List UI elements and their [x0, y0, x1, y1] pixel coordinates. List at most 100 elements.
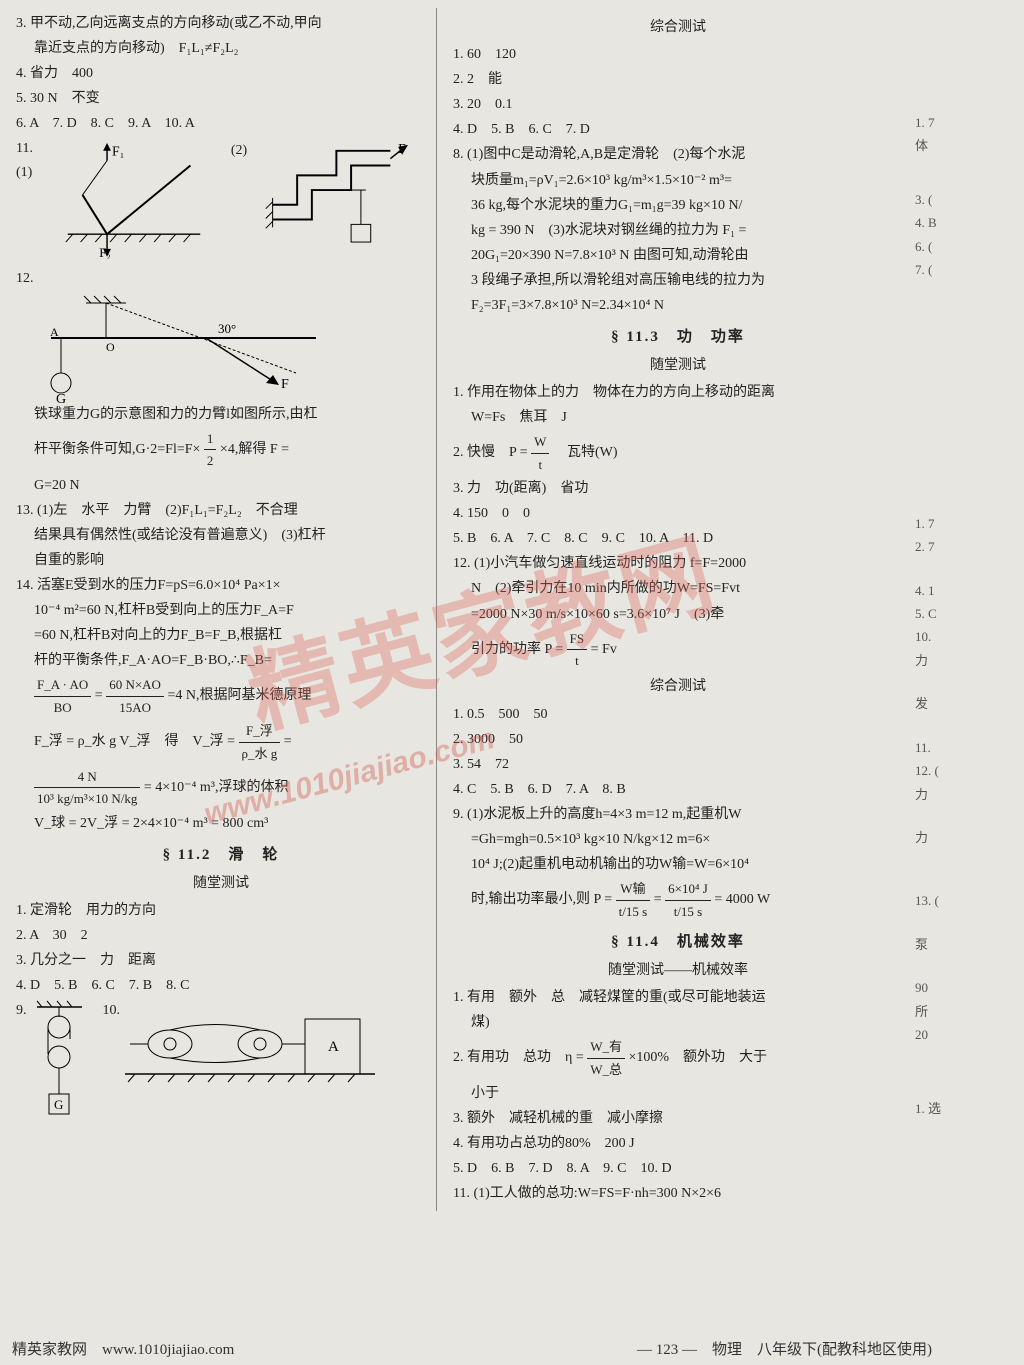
text-span: 时,输出功率最小,则 P =: [471, 892, 612, 907]
page: 3. 甲不动,乙向远离支点的方向移动(或乙不动,甲向 靠近支点的方向移动) F₁…: [0, 0, 1024, 1211]
text-line: 杆的平衡条件,F_A·AO=F_B·BO,∴F_B=: [16, 649, 426, 672]
svg-text:G: G: [56, 392, 66, 403]
denominator: t/15 s: [665, 901, 711, 922]
text-line: 1. 选: [915, 1098, 977, 1119]
text-line: 1. 7: [915, 513, 977, 534]
text-line: 2. 快慢 P = W t 瓦特(W): [453, 431, 903, 475]
text-line: 14. 活塞E受到水的压力F=pS=6.0×10⁴ Pa×1×: [16, 574, 426, 597]
text-line: 1. 有用 额外 总 减轻煤筐的重(或尽可能地装运: [453, 986, 903, 1009]
text-line: 1. 7: [915, 112, 977, 133]
text-line: 4. 省力 400: [16, 62, 426, 85]
text-span: =: [284, 734, 292, 749]
text-line: 杆平衡条件可知,G·2=Fl=F× 1 2 ×4,解得 F =: [16, 428, 426, 472]
text-line: 4 N 10³ kg/m³×10 N/kg = 4×10⁻⁴ m³,浮球的体积: [16, 766, 426, 810]
numerator: 1: [204, 428, 217, 450]
text-line: 11.: [915, 737, 977, 758]
section-title-11-4: § 11.4 机械效率: [453, 930, 903, 955]
footer-left: 精英家教网 www.1010jiajiao.com: [12, 1338, 234, 1359]
text-line: F_浮 = ρ_水 g V_浮 得 V_浮 = F_浮 ρ_水 g =: [16, 720, 426, 764]
q11-row: 11. (1) F₁: [16, 137, 426, 265]
q12-row: 12.: [16, 267, 426, 290]
diagram-10: A: [120, 999, 380, 1099]
text-line: 引力的功率 P = FS t = Fv: [453, 628, 903, 672]
sub-title: 综合测试: [453, 675, 903, 698]
text-line: 5. D 6. B 7. D 8. A 9. C 10. D: [453, 1157, 903, 1180]
footer-right: — 123 — 物理 八年级下(配教科地区使用): [637, 1338, 1012, 1359]
svg-text:F₂: F₂: [99, 246, 111, 259]
text-line: =2000 N×30 m/s×10×60 s=3.6×10⁷ J (3)牵: [453, 603, 903, 626]
text-label: 12.: [16, 271, 34, 286]
text-line: 靠近支点的方向移动) F₁L₁≠F₂L₂: [16, 37, 426, 60]
text-line: 体: [915, 135, 977, 156]
text-line: 力: [915, 650, 977, 671]
text-span: = Fv: [591, 642, 617, 657]
text-line: =Gh=mgh=0.5×10³ kg×10 N/kg×12 m=6×: [453, 828, 903, 851]
text-line: 20G₁=20×390 N=7.8×10³ N 由图可知,动滑轮由: [453, 244, 903, 267]
svg-text:G: G: [54, 1097, 63, 1112]
q9-row: 9. G 10.: [16, 999, 426, 1129]
text-line: 4. D 5. B 6. C 7. D: [453, 118, 903, 141]
text-line: 3 段绳子承担,所以滑轮组对高压输电线的拉力为: [453, 269, 903, 292]
text-line: F₂=3F₁=3×7.8×10³ N=2.34×10⁴ N: [453, 294, 903, 317]
text-label: (2): [231, 139, 247, 162]
fraction: W t: [531, 431, 549, 475]
svg-text:O: O: [106, 340, 115, 354]
text-label: 10.: [103, 999, 121, 1022]
text-line: 12. (1)小汽车做匀速直线运动时的阻力 f=F=2000: [453, 552, 903, 575]
denominator: 15AO: [106, 697, 164, 718]
text-line: 力: [915, 784, 977, 805]
text-line: V_球 = 2V_浮 = 2×4×10⁻⁴ m³ = 800 cm³: [16, 812, 426, 835]
sub-title: 随堂测试——机械效率: [453, 959, 903, 982]
section-title-11-2: § 11.2 滑 轮: [16, 843, 426, 868]
text-line: 所: [915, 1001, 977, 1022]
text-span: 瓦特(W): [567, 445, 618, 460]
numerator: W_有: [587, 1036, 625, 1058]
text-line: 3. 额外 减轻机械的重 减小摩擦: [453, 1107, 903, 1130]
edge-column: 1. 7 体 3. ( 4. B 6. ( 7. ( 1. 7 2. 7 4. …: [911, 8, 981, 1211]
text-span: = 4×10⁻⁴ m³,浮球的体积: [144, 780, 289, 795]
denominator: t: [567, 650, 587, 671]
text-line: 2. 2 能: [453, 68, 903, 91]
numerator: F_浮: [239, 720, 281, 742]
text-line: 10⁻⁴ m²=60 N,杠杆B受到向上的压力F_A=F: [16, 599, 426, 622]
fraction: 6×10⁴ J t/15 s: [665, 878, 711, 922]
text-line: 20: [915, 1024, 977, 1045]
left-column: 3. 甲不动,乙向远离支点的方向移动(或乙不动,甲向 靠近支点的方向移动) F₁…: [6, 8, 436, 1211]
diagram-9: G: [27, 999, 97, 1129]
text-line: 2. A 30 2: [16, 924, 426, 947]
svg-text:F: F: [281, 377, 289, 392]
text-line: 5. C: [915, 603, 977, 624]
diagram-12: F 30° G A O: [36, 293, 426, 403]
fraction: 60 N×AO 15AO: [106, 674, 164, 718]
text-span: = 4000 W: [714, 892, 770, 907]
text-line: 2. 7: [915, 536, 977, 557]
sub-title: 综合测试: [453, 16, 903, 39]
svg-text:A: A: [328, 1039, 339, 1055]
text-span: 2. 有用功 总功 η =: [453, 1050, 584, 1065]
diagram-11-1: F₁ F₂: [58, 141, 225, 261]
text-line: 4. D 5. B 6. C 7. B 8. C: [16, 974, 426, 997]
fraction: FS t: [567, 628, 587, 672]
text-line: 3. 几分之一 力 距离: [16, 949, 426, 972]
diagram-11-2: F: [253, 141, 420, 261]
fraction: W_有 W_总: [587, 1036, 625, 1080]
text-line: 时,输出功率最小,则 P = W输 t/15 s = 6×10⁴ J t/15 …: [453, 878, 903, 922]
text-line: 泵: [915, 934, 977, 955]
text-line: 发: [915, 693, 977, 714]
section-title-11-3: § 11.3 功 功率: [453, 325, 903, 350]
text-line: 6. A 7. D 8. C 9. A 10. A: [16, 112, 426, 135]
text-line: 8. (1)图中C是动滑轮,A,B是定滑轮 (2)每个水泥: [453, 143, 903, 166]
text-line: 36 kg,每个水泥块的重力G₁=m₁g=39 kg×10 N/: [453, 194, 903, 217]
text-line: 2. 有用功 总功 η = W_有 W_总 ×100% 额外功 大于: [453, 1036, 903, 1080]
text-line: 6. (: [915, 236, 977, 257]
fraction: 4 N 10³ kg/m³×10 N/kg: [34, 766, 140, 810]
text-line: 7. (: [915, 259, 977, 280]
text-line: =60 N,杠杆B对向上的力F_B=F_B,根据杠: [16, 624, 426, 647]
text-span: 杆平衡条件可知,G·2=Fl=F×: [34, 442, 200, 457]
text-span: ×100% 额外功 大于: [629, 1050, 768, 1065]
denominator: t/15 s: [616, 901, 651, 922]
text-line: 3. 力 功(距离) 省功: [453, 477, 903, 500]
text-line: 1. 作用在物体上的力 物体在力的方向上移动的距离: [453, 381, 903, 404]
denominator: 10³ kg/m³×10 N/kg: [34, 788, 140, 809]
text-line: 5. 30 N 不变: [16, 87, 426, 110]
